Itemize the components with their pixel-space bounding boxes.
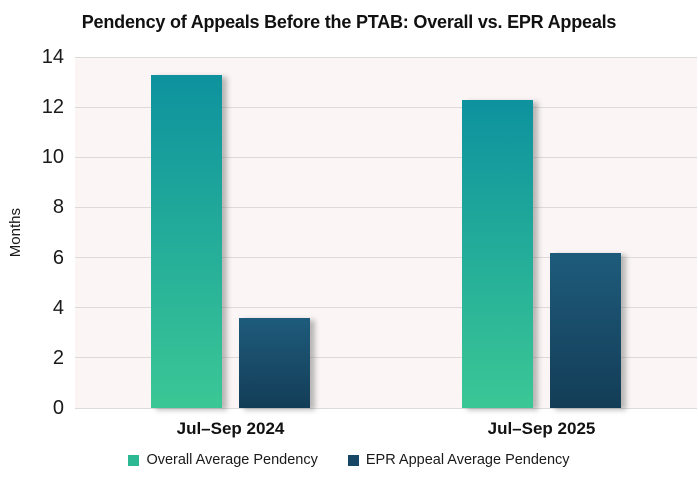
legend-label: EPR Appeal Average Pendency	[365, 452, 570, 468]
gridline-y-14	[75, 56, 697, 58]
y-tick-label-14: 14	[41, 46, 64, 68]
x-axis-label-jul-sep-2024: Jul–Sep 2024	[176, 419, 285, 438]
x-axis-label-jul-sep-2025: Jul–Sep 2025	[487, 419, 596, 438]
chart-title: Pendency of Appeals Before the PTAB: Ove…	[81, 12, 617, 32]
chart-legend: Overall Average Pendency EPR Appeal Avera…	[0, 452, 698, 468]
gridline-y-4	[75, 307, 697, 309]
gridline-y-10	[75, 156, 697, 158]
y-tick-label-8: 8	[52, 196, 64, 219]
y-tick-label-4: 4	[52, 296, 64, 319]
gridline-y-0	[75, 407, 697, 409]
legend-item-epr-appeal-average-pendency: EPR Appeal Average Pendency	[347, 452, 570, 468]
y-tick-label-0: 0	[52, 397, 64, 419]
bar-epr-appeal-average-pendency-jul-sep-2024	[239, 317, 310, 408]
legend-swatch-icon	[128, 454, 140, 466]
plot-area	[75, 56, 697, 409]
bar-overall-average-pendency-jul-sep-2025	[462, 99, 533, 408]
y-tick-label-12: 12	[41, 96, 64, 119]
legend-swatch-icon	[347, 454, 359, 466]
y-tick-label-6: 6	[52, 246, 64, 269]
bar-epr-appeal-average-pendency-jul-sep-2025	[550, 252, 621, 408]
y-tick-label-10: 10	[41, 146, 64, 169]
legend-label: Overall Average Pendency	[146, 452, 318, 468]
gridline-y-8	[75, 206, 697, 208]
legend-item-overall-average-pendency: Overall Average Pendency	[128, 452, 318, 468]
bar-overall-average-pendency-jul-sep-2024	[151, 74, 222, 408]
gridline-y-12	[75, 106, 697, 108]
y-tick-label-2: 2	[52, 346, 64, 369]
gridline-y-6	[75, 257, 697, 259]
gridline-y-2	[75, 357, 697, 359]
